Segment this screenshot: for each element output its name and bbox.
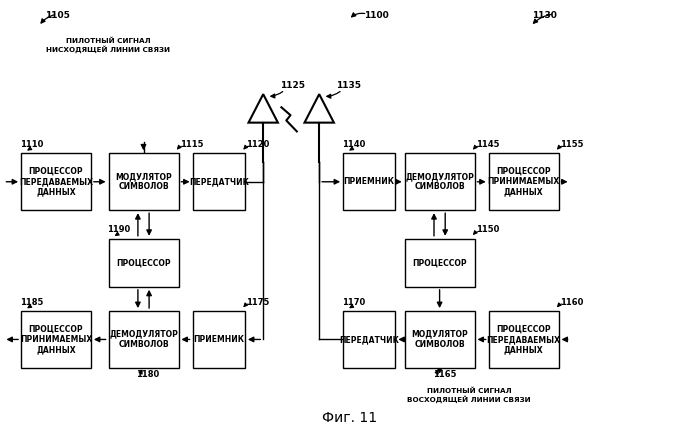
- Text: 1180: 1180: [136, 370, 160, 379]
- Text: 1190: 1190: [107, 225, 130, 234]
- FancyBboxPatch shape: [489, 311, 559, 368]
- Text: 1140: 1140: [342, 140, 365, 149]
- Text: Фиг. 11: Фиг. 11: [323, 411, 377, 425]
- Text: 1165: 1165: [433, 370, 456, 379]
- Text: ПРОЦЕССОР
ПРИНИМАЕМЫХ
ДАННЫХ: ПРОЦЕССОР ПРИНИМАЕМЫХ ДАННЫХ: [487, 167, 560, 197]
- Text: ПРОЦЕССОР: ПРОЦЕССОР: [412, 258, 467, 267]
- Text: 1175: 1175: [246, 297, 270, 307]
- FancyBboxPatch shape: [21, 153, 91, 210]
- Text: ДЕМОДУЛЯТОР
СИМВОЛОВ: ДЕМОДУЛЯТОР СИМВОЛОВ: [109, 330, 178, 349]
- Text: 1100: 1100: [364, 11, 388, 20]
- FancyBboxPatch shape: [108, 311, 178, 368]
- Text: 1125: 1125: [280, 81, 305, 90]
- Text: ПРИЕМНИК: ПРИЕМНИК: [193, 335, 244, 344]
- FancyBboxPatch shape: [193, 311, 245, 368]
- Text: 1170: 1170: [342, 297, 365, 307]
- Text: 1160: 1160: [560, 297, 583, 307]
- Text: ПРОЦЕССОР
ПЕРЕДАВАЕМЫХ
ДАННЫХ: ПРОЦЕССОР ПЕРЕДАВАЕМЫХ ДАННЫХ: [19, 167, 93, 197]
- Text: 1110: 1110: [20, 140, 43, 149]
- FancyBboxPatch shape: [405, 153, 475, 210]
- FancyBboxPatch shape: [193, 153, 245, 210]
- Text: ПЕРЕДАТЧИК: ПЕРЕДАТЧИК: [340, 335, 399, 344]
- Text: 1185: 1185: [20, 297, 43, 307]
- FancyBboxPatch shape: [108, 153, 178, 210]
- FancyBboxPatch shape: [343, 311, 396, 368]
- FancyBboxPatch shape: [489, 153, 559, 210]
- Text: ПРОЦЕССОР
ПЕРЕДАВАЕМЫХ
ДАННЫХ: ПРОЦЕССОР ПЕРЕДАВАЕМЫХ ДАННЫХ: [486, 325, 561, 354]
- Text: 1120: 1120: [246, 140, 270, 149]
- Text: МОДУЛЯТОР
СИМВОЛОВ: МОДУЛЯТОР СИМВОЛОВ: [411, 330, 468, 349]
- Text: 1105: 1105: [46, 11, 71, 20]
- Text: ДЕМОДУЛЯТОР
СИМВОЛОВ: ДЕМОДУЛЯТОР СИМВОЛОВ: [405, 172, 474, 191]
- Text: ПРИЕМНИК: ПРИЕМНИК: [344, 177, 395, 186]
- FancyBboxPatch shape: [108, 239, 178, 287]
- Text: ПРОЦЕССОР
ПРИНИМАЕМЫХ
ДАННЫХ: ПРОЦЕССОР ПРИНИМАЕМЫХ ДАННЫХ: [20, 325, 92, 354]
- FancyBboxPatch shape: [343, 153, 396, 210]
- Text: 1145: 1145: [476, 140, 500, 149]
- Text: ПРОЦЕССОР: ПРОЦЕССОР: [116, 258, 171, 267]
- FancyBboxPatch shape: [405, 311, 475, 368]
- Text: МОДУЛЯТОР
СИМВОЛОВ: МОДУЛЯТОР СИМВОЛОВ: [115, 172, 172, 191]
- Text: 1130: 1130: [532, 11, 557, 20]
- Text: ПИЛОТНЫЙ СИГНАЛ
НИСХОДЯЩЕЙ ЛИНИИ СВЯЗИ: ПИЛОТНЫЙ СИГНАЛ НИСХОДЯЩЕЙ ЛИНИИ СВЯЗИ: [46, 37, 171, 53]
- Text: 1155: 1155: [560, 140, 584, 149]
- Text: 1150: 1150: [476, 225, 499, 234]
- Text: ПЕРЕДАТЧИК: ПЕРЕДАТЧИК: [189, 177, 248, 186]
- Text: ПИЛОТНЫЙ СИГНАЛ
ВОСХОДЯЩЕЙ ЛИНИИ СВЯЗИ: ПИЛОТНЫЙ СИГНАЛ ВОСХОДЯЩЕЙ ЛИНИИ СВЯЗИ: [407, 388, 531, 403]
- FancyBboxPatch shape: [405, 239, 475, 287]
- FancyBboxPatch shape: [21, 311, 91, 368]
- Text: 1115: 1115: [180, 140, 204, 149]
- Text: 1135: 1135: [336, 81, 361, 90]
